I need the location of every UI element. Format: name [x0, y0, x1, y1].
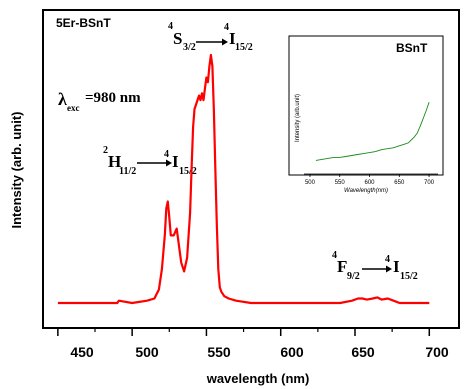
transition-sub: 3/2 [183, 42, 196, 53]
excitation-value: =980 nm [85, 90, 141, 106]
inset-series-line [315, 102, 430, 161]
inset-x-tick-label: 550 [335, 180, 346, 186]
inset-x-tick-label: 600 [365, 180, 376, 186]
inset-frame [288, 35, 444, 176]
inset-x-tick-label: 500 [305, 180, 316, 186]
transition-label-s32: 4 S 3/2 4 I 15/2 [168, 21, 253, 53]
transition-sub: 11/2 [119, 166, 136, 177]
arrow-head [386, 265, 392, 273]
transition-pre-sup: 4 [168, 21, 173, 32]
x-tick-label: 600 [280, 344, 304, 360]
x-tick-label: 550 [207, 344, 231, 360]
transition-label-f92: 4 F 9/2 4 I 15/2 [332, 250, 418, 282]
transition-sub: 9/2 [347, 271, 360, 282]
y-axis-title: Intensity (arb. unit) [9, 112, 24, 229]
inset-x-axis-title: Wavelength(nm) [344, 188, 388, 194]
inset-series-group [315, 102, 430, 161]
x-tick-label: 700 [425, 344, 449, 360]
transition-main: F [337, 257, 347, 276]
excitation-label: λ exc =980 nm [58, 89, 141, 113]
x-tick-label: 450 [70, 344, 94, 360]
transition-target: I [172, 152, 179, 171]
transition-main: S [173, 29, 182, 48]
series-group [57, 53, 430, 305]
transition-label-h11: 2 H 11/2 4 I 15/2 [103, 145, 197, 177]
inset-y-axis-title: Intensity (arb.unit) [295, 94, 301, 142]
transition-arrow-sup: 4 [164, 149, 169, 160]
x-axis [57, 328, 431, 336]
transition-target-sub: 15/2 [400, 271, 418, 282]
inset-chart: BSnT 500 550 600 650 700 Wavelength(nm) Inte… [288, 35, 444, 194]
transition-arrow-sup: 4 [385, 254, 390, 265]
transition-arrow-sup: 4 [224, 22, 229, 33]
arrow-head [166, 159, 172, 167]
excitation-subscript: exc [67, 103, 80, 113]
inset-x-axis: 500 550 600 650 700 [304, 173, 438, 186]
x-tick-label: 500 [135, 344, 159, 360]
x-axis-title: wavelength (nm) [206, 371, 310, 386]
inset-title: BSnT [396, 41, 428, 55]
chart-title: 5Er-BSnT [56, 16, 111, 30]
transition-pre-sup: 4 [332, 250, 337, 261]
series-line [57, 53, 430, 305]
transition-main: H [108, 152, 121, 171]
lambda-symbol: λ [58, 89, 67, 109]
arrow-head [222, 38, 228, 46]
plot-frame [42, 9, 460, 329]
inset-x-tick-label: 700 [424, 180, 435, 186]
x-tick-label: 650 [351, 344, 375, 360]
transition-target-sub: 15/2 [235, 42, 253, 53]
transition-target: I [393, 257, 400, 276]
transition-pre-sup: 2 [103, 145, 108, 156]
transition-target-sub: 15/2 [179, 166, 197, 177]
inset-x-tick-label: 650 [394, 180, 405, 186]
transition-target: I [229, 29, 236, 48]
